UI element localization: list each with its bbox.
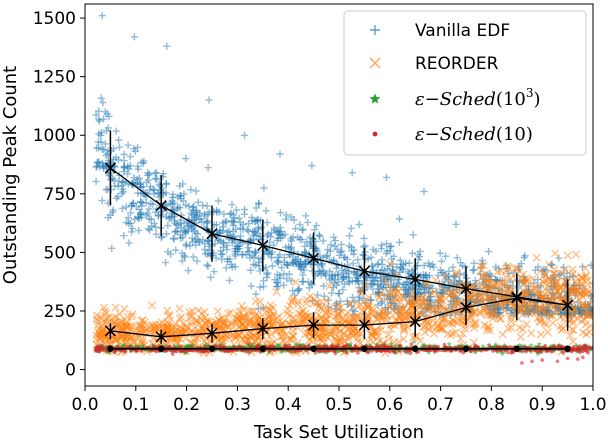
- mean-line: [110, 167, 568, 306]
- y-tick-label: 0: [65, 361, 76, 381]
- legend-entry-3: ε−Sched(103): [369, 86, 541, 110]
- y-tick-label: 250: [44, 302, 76, 322]
- x-tick-label: 0.3: [224, 395, 251, 415]
- mean-point: [104, 162, 116, 174]
- mean-point: [257, 239, 269, 251]
- mean-point: [562, 299, 574, 311]
- x-tick-label: 0.5: [325, 395, 352, 415]
- mean-point: [308, 319, 320, 331]
- mean-point: [511, 292, 523, 304]
- legend-marker: [372, 131, 378, 137]
- legend-marker: [370, 25, 380, 35]
- x-axis: 0.0 0.1 0.2 0.3 0.4 0.5 0.6 0.7 0.8 0.9 1.0: [71, 386, 607, 415]
- mean-point: [513, 345, 520, 352]
- x-tick-label: 0.6: [376, 395, 403, 415]
- legend-box: [343, 10, 587, 156]
- y-axis: 0 250 500 750 1000 1250 1500: [33, 9, 85, 381]
- mean-point: [460, 283, 472, 295]
- mean-point: [460, 301, 472, 314]
- mean-point: [412, 345, 419, 352]
- legend-entry-1: Vanilla EDF: [370, 21, 510, 41]
- y-tick-label: 500: [44, 243, 76, 263]
- legend-label: REORDER: [415, 54, 499, 74]
- mean-point: [257, 323, 269, 335]
- mean-point: [155, 200, 167, 212]
- mean-point: [361, 345, 368, 352]
- mean-point: [206, 228, 218, 240]
- mean-lines: [104, 130, 574, 352]
- mean-point: [308, 252, 320, 264]
- mean-point: [564, 345, 571, 352]
- x-tick-label: 1.0: [579, 395, 606, 415]
- mean-point: [155, 331, 167, 343]
- x-tick-label: 0.4: [275, 395, 302, 415]
- y-tick-label: 750: [44, 185, 76, 205]
- y-tick-label: 1250: [33, 68, 76, 88]
- x-tick-label: 0.1: [122, 395, 149, 415]
- y-tick-label: 1500: [33, 9, 76, 29]
- mean-point: [206, 327, 218, 339]
- mean-point: [409, 316, 421, 328]
- mean-point: [463, 345, 469, 352]
- legend-entry-2: REORDER: [369, 54, 499, 74]
- legend: Vanilla EDF REORDER ε−Sched(103) ε−Sched(10…: [343, 10, 587, 156]
- x-tick-label: 0.0: [71, 395, 98, 415]
- x-tick-label: 0.2: [173, 395, 200, 415]
- y-axis-label: Outstanding Peak Count: [0, 66, 21, 284]
- mean-point: [104, 325, 116, 337]
- x-axis-label: Task Set Utilization: [253, 422, 424, 443]
- mean-point: [409, 273, 421, 285]
- mean-point: [259, 345, 266, 352]
- legend-label: ε−Sched(10): [415, 124, 533, 145]
- mean-point: [107, 345, 114, 352]
- mean-point: [358, 265, 370, 277]
- mean-point: [310, 345, 317, 352]
- legend-label: Vanilla EDF: [415, 21, 510, 41]
- mean-line: [110, 297, 568, 338]
- mean-point: [358, 319, 370, 331]
- mean-point: [158, 345, 165, 352]
- y-tick-label: 1000: [33, 126, 76, 146]
- x-tick-label: 0.8: [478, 395, 505, 415]
- legend-marker: [369, 93, 381, 104]
- legend-marker: [369, 57, 381, 69]
- mean-point: [209, 345, 215, 352]
- x-tick-label: 0.9: [529, 395, 556, 415]
- scatter-points: [92, 12, 593, 365]
- legend-label: ε−Sched(103): [415, 86, 541, 110]
- mean-line-series-4: [107, 345, 571, 352]
- mean-line-series-2: [104, 278, 574, 344]
- legend-entry-4: ε−Sched(10): [372, 124, 533, 145]
- x-tick-label: 0.7: [427, 395, 454, 415]
